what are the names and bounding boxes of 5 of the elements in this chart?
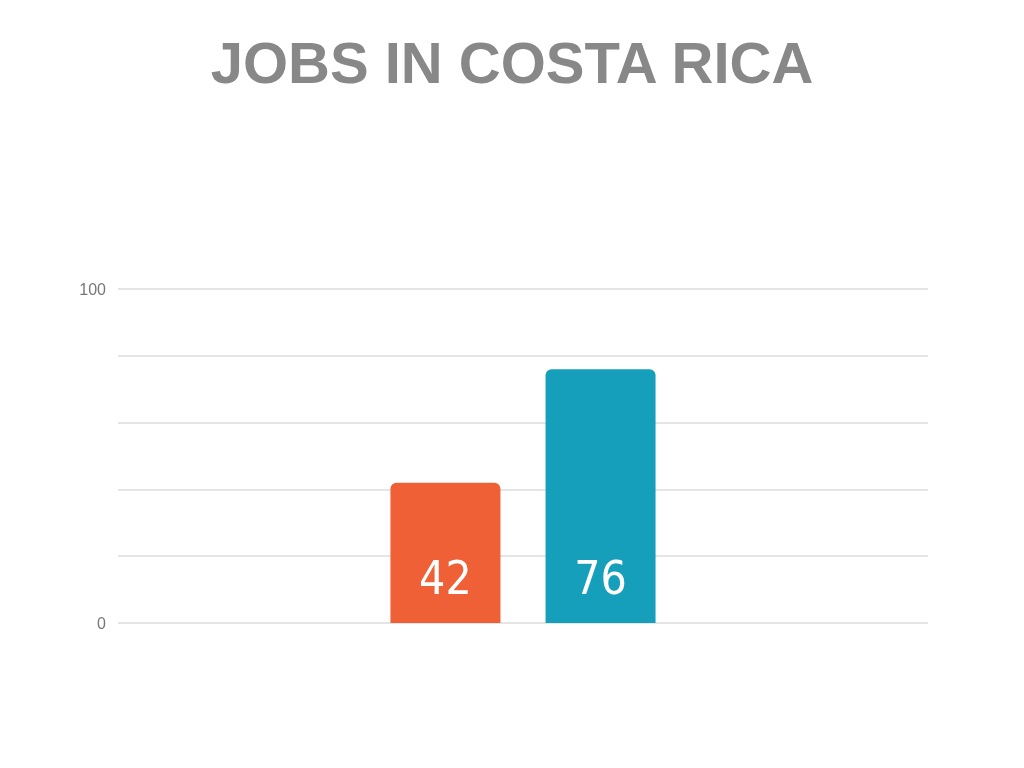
data-label: 42 [419,551,472,605]
y-tick-label: 0 [97,614,107,632]
chart-title: JOBS IN COSTA RICA [210,29,814,95]
y-tick-label: 100 [79,280,107,298]
data-label: 76 [574,551,627,605]
